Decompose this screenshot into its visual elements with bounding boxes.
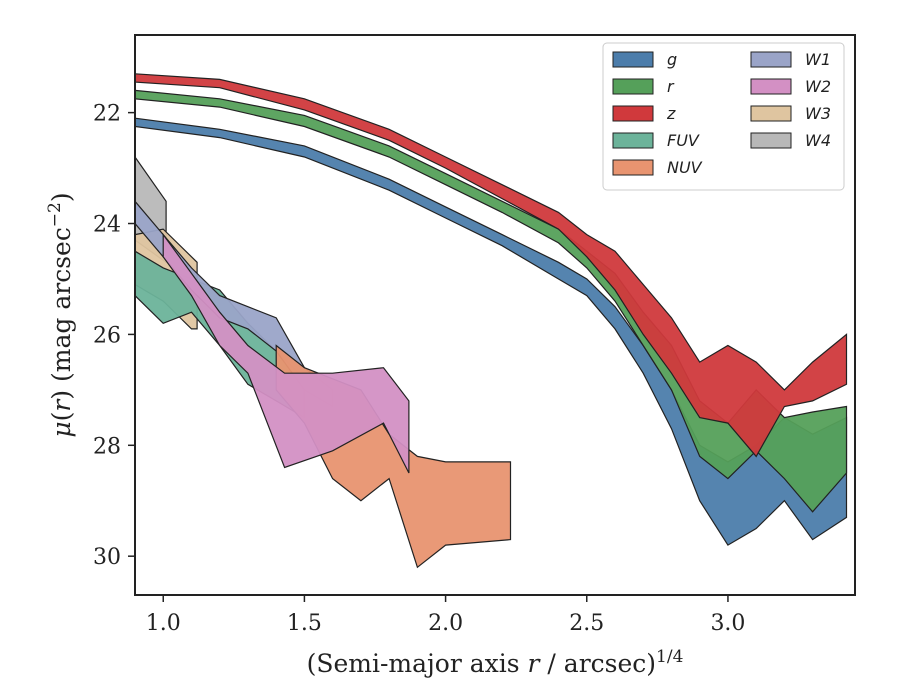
legend-swatch-z xyxy=(612,105,654,122)
y-tick-label: 30 xyxy=(93,545,121,570)
series-layer xyxy=(134,73,848,569)
x-tick-label: 1.5 xyxy=(287,611,322,636)
legend: grz FUV NUV W1 W2 W3 W4 xyxy=(602,42,845,191)
legend-label-w2: W2 xyxy=(805,77,831,96)
x-tick-label: 2.5 xyxy=(569,611,604,636)
legend-swatch-w1 xyxy=(750,51,792,68)
legend-swatch-nuv xyxy=(612,159,654,176)
legend-label-w4: W4 xyxy=(805,131,831,150)
legend-swatch-w4 xyxy=(750,132,792,149)
legend-swatch-w2 xyxy=(750,78,792,95)
series-band-w2 xyxy=(162,232,410,474)
legend-label-fuv: FUV xyxy=(667,131,700,150)
legend-swatch-g xyxy=(612,51,654,68)
legend-label-g: g xyxy=(667,50,677,69)
legend-label-r: r xyxy=(667,77,675,96)
legend-label-z: z xyxy=(666,104,676,123)
x-tick-label: 1.0 xyxy=(146,611,181,636)
legend-label-w1: W1 xyxy=(805,50,831,69)
series-band-r xyxy=(134,89,848,513)
series-band-z xyxy=(134,73,848,458)
y-tick-label: 26 xyxy=(93,323,121,348)
legend-swatch-fuv xyxy=(612,132,654,149)
x-axis-label: (Semi-major axis r / arcsec)1/4 xyxy=(307,647,684,678)
plot-frame xyxy=(134,34,856,596)
y-tick-label: 28 xyxy=(93,434,121,459)
legend-swatch-r xyxy=(612,78,654,95)
y-axis-label: μ(r) (mag arcsec−2) xyxy=(45,192,76,437)
y-tick-label: 22 xyxy=(93,102,121,127)
legend-label-nuv: NUV xyxy=(667,158,703,177)
ticks-layer: 1.0 1.5 2.0 2.5 3.0 22 24 26 28 30 xyxy=(93,102,745,636)
x-tick-label: 2.0 xyxy=(428,611,463,636)
y-tick-label: 24 xyxy=(93,213,121,238)
x-tick-label: 3.0 xyxy=(710,611,745,636)
series-band-g xyxy=(134,117,848,546)
legend-swatch-w3 xyxy=(750,105,792,122)
legend-label-w3: W3 xyxy=(805,104,831,123)
